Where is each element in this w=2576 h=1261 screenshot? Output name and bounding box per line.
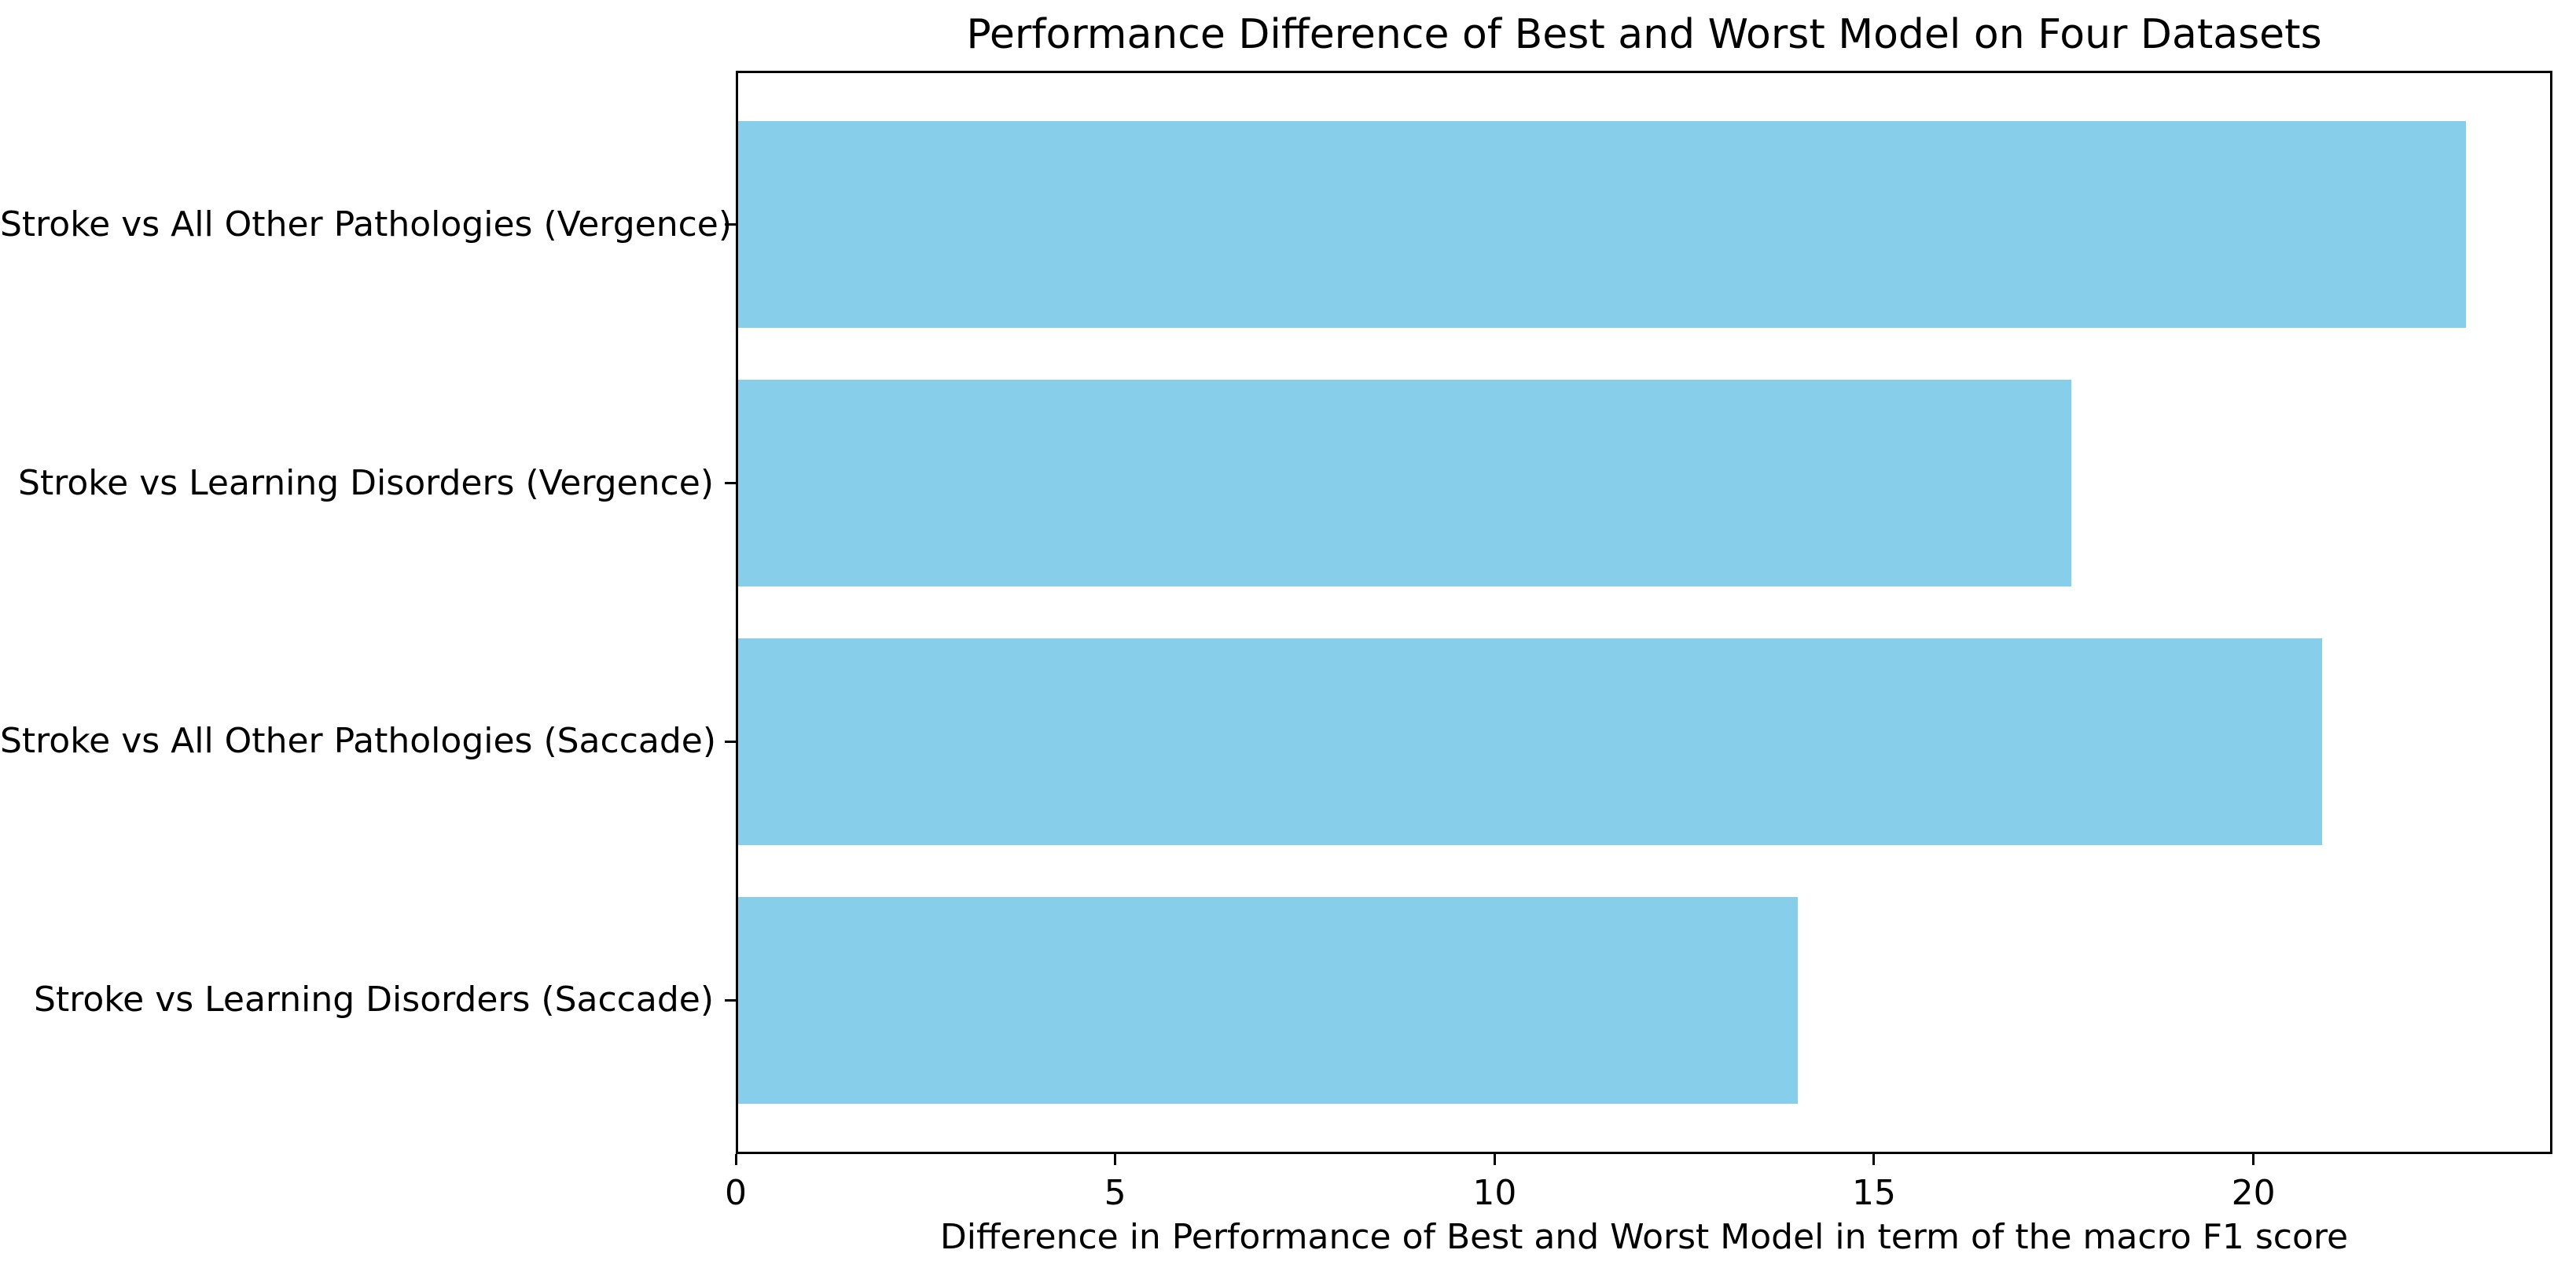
chart-title: Performance Difference of Best and Worst… bbox=[966, 11, 2322, 58]
x-tick-mark-3 bbox=[1872, 1154, 1876, 1165]
x-tick-label-3: 15 bbox=[1851, 1173, 1896, 1213]
y-tick-mark-3 bbox=[725, 998, 736, 1002]
x-tick-label-0: 0 bbox=[725, 1173, 747, 1213]
x-tick-mark-1 bbox=[1114, 1154, 1117, 1165]
y-tick-label-1: Stroke vs Learning Disorders (Vergence) bbox=[18, 462, 714, 503]
bar-1 bbox=[738, 380, 2071, 587]
x-tick-mark-2 bbox=[1493, 1154, 1496, 1165]
x-tick-mark-4 bbox=[2252, 1154, 2255, 1165]
bar-2 bbox=[738, 638, 2322, 845]
x-axis-label: Difference in Performance of Best and Wo… bbox=[939, 1217, 2349, 1257]
x-tick-label-1: 5 bbox=[1104, 1173, 1126, 1213]
bar-0 bbox=[738, 121, 2466, 329]
x-tick-label-4: 20 bbox=[2231, 1173, 2276, 1213]
y-tick-mark-2 bbox=[725, 740, 736, 743]
x-tick-mark-0 bbox=[734, 1154, 737, 1165]
bar-3 bbox=[738, 896, 1799, 1104]
y-tick-mark-0 bbox=[725, 223, 736, 226]
x-tick-label-2: 10 bbox=[1472, 1173, 1517, 1213]
y-tick-label-2: Stroke vs All Other Pathologies (Saccade… bbox=[0, 721, 717, 762]
y-tick-label-0: Stroke vs All Other Pathologies (Vergenc… bbox=[0, 204, 733, 244]
y-tick-label-3: Stroke vs Learning Disorders (Saccade) bbox=[34, 980, 714, 1020]
y-tick-mark-1 bbox=[725, 482, 736, 485]
